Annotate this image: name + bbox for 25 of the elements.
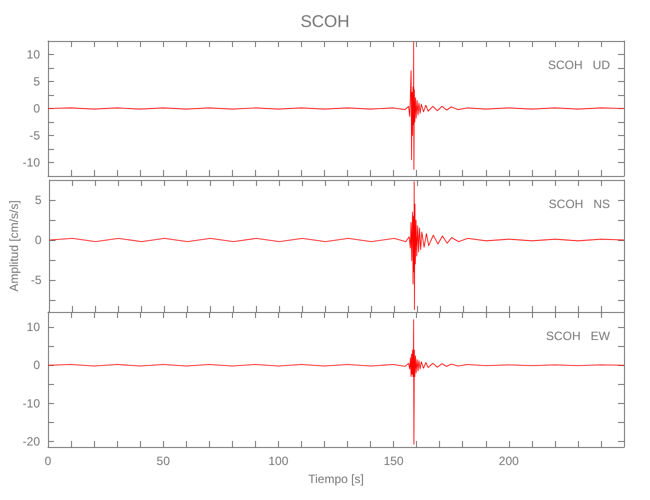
y-tick-label: -10 [22,396,40,410]
x-tick-label: 50 [156,454,170,468]
y-tick-label: 0 [33,102,40,116]
y-tick-label: 0 [33,358,40,372]
y-tick-label: 0 [34,233,42,247]
y-tick-label: -10 [22,156,40,170]
y-tick-label: -5 [29,128,40,142]
x-axis-title: Tiempo [s] [308,472,364,486]
annotation: SCOH EW [546,329,611,343]
y-tick-label: 10 [26,48,40,62]
x-tick-label: 100 [268,454,289,468]
y-tick-label: 5 [34,193,42,207]
y-tick-label: -5 [30,273,42,287]
annotation: SCOH UD [548,58,610,72]
x-tick-label: 150 [384,454,404,468]
y-tick-label: -20 [22,434,40,448]
chart-title: SCOH [300,12,350,31]
y-tick-label: 10 [26,320,40,334]
line-series [48,319,624,445]
annotation: SCOH NS [548,197,610,211]
y-tick-label: 5 [33,74,40,88]
x-tick-label: 200 [498,454,520,468]
line-series [49,181,624,310]
x-tick-label: 0 [44,454,52,468]
y-axis-title: Amplitud [cm/s/s] [7,200,21,292]
